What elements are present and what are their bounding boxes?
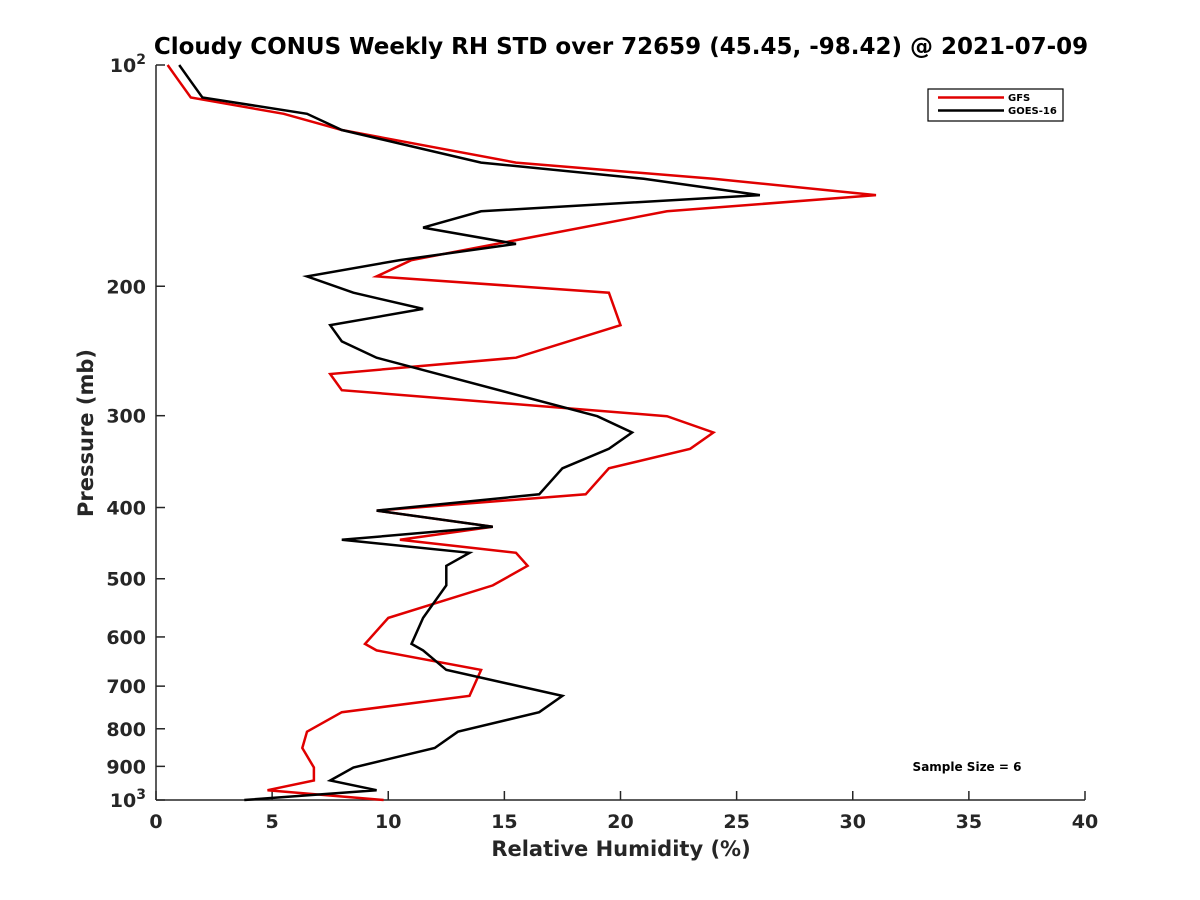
y-tick-label: 300 [106,406,146,428]
y-tick-label: 200 [106,276,146,298]
x-axis-label: Relative Humidity (%) [491,837,750,861]
series-lines [166,64,877,802]
legend-label-gfs: GFS [1008,93,1030,104]
y-axis-label: Pressure (mb) [74,349,98,517]
y-tick-label: 700 [106,676,146,698]
series-line-gfs [166,64,877,802]
legend-label-goes16: GOES-16 [1008,106,1057,117]
chart-title: Cloudy CONUS Weekly RH STD over 72659 (4… [154,34,1088,60]
x-tick-label: 0 [149,811,162,833]
x-tick-label: 20 [607,811,633,833]
legend: GFS GOES-16 [927,88,1064,122]
x-tick-label: 30 [840,811,866,833]
y-tick-label: 400 [106,498,146,520]
x-tick-label: 35 [956,811,982,833]
x-tick-label: 15 [491,811,517,833]
y-tick-label: 900 [106,756,146,778]
x-ticks: 0 5 10 15 20 25 30 35 40 [149,791,1098,833]
sample-size-annotation: Sample Size = 6 [913,760,1022,774]
y-tick-label: 500 [106,569,146,591]
series-line-goes16 [178,64,761,802]
x-tick-label: 40 [1072,811,1098,833]
x-tick-label: 10 [375,811,401,833]
y-tick-label: 600 [106,627,146,649]
legend-box [927,88,1064,122]
x-tick-label: 5 [266,811,279,833]
x-tick-label: 25 [723,811,749,833]
y-tick-label: 800 [106,719,146,741]
